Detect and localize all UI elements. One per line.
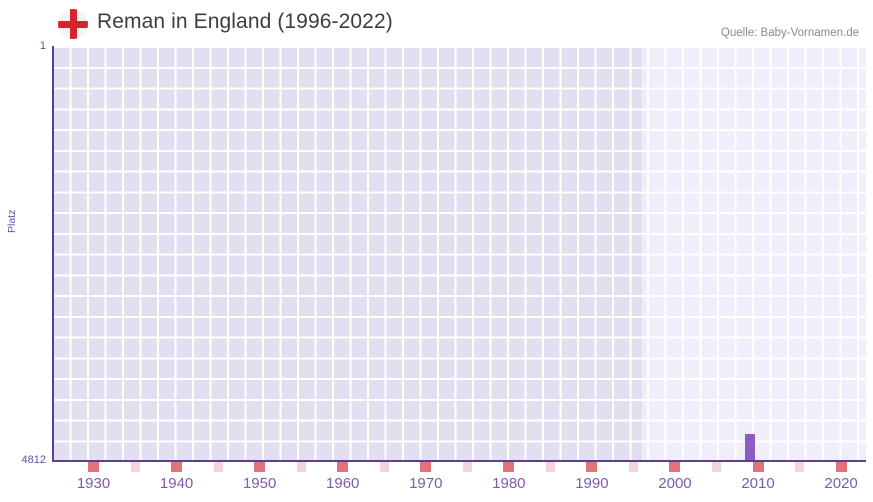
x-tick-marker-1970 <box>420 462 432 472</box>
x-axis-tick-label-2020: 2020 <box>824 475 858 492</box>
x-tick-marker-2010 <box>752 462 764 472</box>
x-tick-marker-1930 <box>88 462 100 472</box>
flag-cross-horizontal <box>58 20 88 28</box>
x-axis-tick-label-1990: 1990 <box>575 475 609 492</box>
bar-2009 <box>744 434 755 461</box>
x-axis-tick-label-1960: 1960 <box>326 475 360 492</box>
source-attribution: Quelle: Baby-Vornamen.de <box>720 27 859 39</box>
x-axis-tick-label-1980: 1980 <box>492 475 526 492</box>
x-tick-marker-1965 <box>379 462 389 472</box>
x-tick-marker-1960 <box>337 462 349 472</box>
y-axis-line <box>52 46 54 462</box>
x-axis-tick-label-2010: 2010 <box>741 475 775 492</box>
x-tick-marker-2020 <box>835 462 847 472</box>
y-axis-tick-label-bottom: 4812 <box>21 454 46 466</box>
x-tick-marker-1985 <box>545 462 555 472</box>
x-tick-marker-1975 <box>462 462 472 472</box>
x-axis-tick-label-1950: 1950 <box>242 475 277 492</box>
x-tick-marker-1940 <box>171 462 183 472</box>
x-tick-marker-1945 <box>213 462 223 472</box>
plot-band-data-period <box>641 46 866 461</box>
england-flag-icon <box>58 9 88 39</box>
x-axis-tick-label-2000: 2000 <box>658 475 692 492</box>
y-axis-title: Platz <box>6 209 18 233</box>
x-axis-tick-label-1940: 1940 <box>159 475 194 492</box>
plot-area <box>52 46 866 461</box>
y-axis-tick-label-top: 1 <box>39 40 46 52</box>
chart-title: Reman in England (1996-2022) <box>97 10 393 33</box>
x-tick-marker-2015 <box>795 462 805 472</box>
x-axis-tick-label-1930: 1930 <box>76 475 111 492</box>
x-axis-tick-label-1970: 1970 <box>409 475 443 492</box>
x-tick-marker-1950 <box>254 462 266 472</box>
x-tick-marker-2005 <box>711 462 721 472</box>
x-tick-marker-1995 <box>628 462 638 472</box>
plot-band-no-data-period <box>52 46 642 461</box>
x-tick-marker-1955 <box>296 462 306 472</box>
x-tick-marker-1990 <box>586 462 598 472</box>
x-tick-marker-2000 <box>669 462 681 472</box>
x-axis-line <box>52 460 866 462</box>
x-tick-marker-1935 <box>130 462 140 472</box>
x-tick-marker-1980 <box>503 462 515 472</box>
